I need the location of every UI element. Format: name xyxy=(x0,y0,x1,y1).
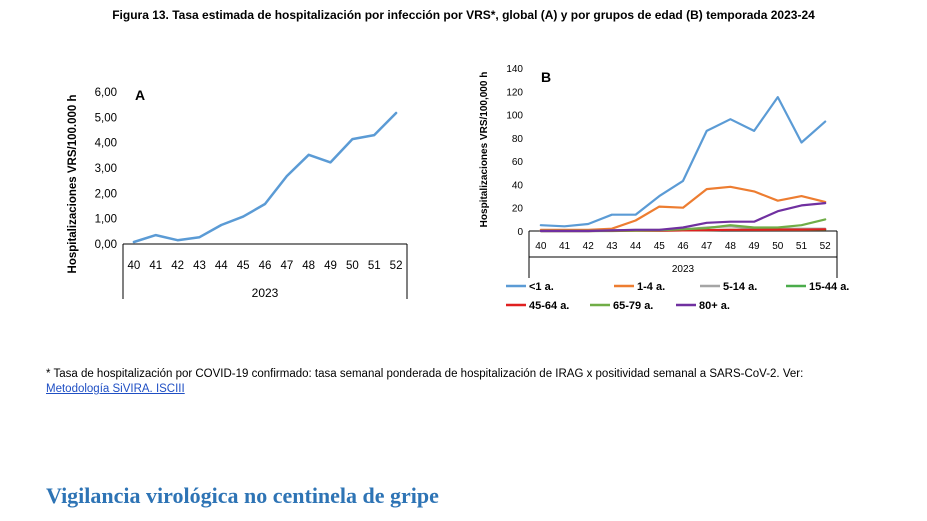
panel-a-x-tick-label: 44 xyxy=(215,260,228,272)
panel-b-y-tick-label: 100 xyxy=(506,111,523,122)
panel-a-x-tick-label: 52 xyxy=(390,260,403,272)
panel-a-panel-label: A xyxy=(135,87,145,103)
panel-a-y-tick-label: 0,00 xyxy=(95,239,117,251)
panel-b-x-tick-label: 44 xyxy=(630,241,642,252)
panel-a-y-tick-label: 6,00 xyxy=(95,87,117,99)
panel-a-x-tick-label: 46 xyxy=(259,260,272,272)
panel-a-y-tick-label: 2,00 xyxy=(95,188,117,200)
footnote-text: * Tasa de hospitalización por COVID-19 c… xyxy=(46,368,804,380)
legend-label-1: <1 a. xyxy=(529,281,554,293)
panel-b-x-tick-label: 45 xyxy=(654,241,666,252)
panel-b-x-tick-label: 41 xyxy=(559,241,571,252)
panel-a-y-tick-label: 3,00 xyxy=(95,163,117,175)
legend-label-2: 1-4 a. xyxy=(637,281,665,293)
panel-b-y-tick-label: 140 xyxy=(506,64,523,75)
panel-b-x-tick-label: 43 xyxy=(606,241,618,252)
panel-a-y-tick-label: 5,00 xyxy=(95,112,117,124)
panel-b-x-tick-label: 52 xyxy=(820,241,832,252)
panel-b-x-tick-label: 51 xyxy=(796,241,808,252)
legend-label-7: 80+ a. xyxy=(699,300,730,312)
legend-label-4: 15-44 a. xyxy=(809,281,849,293)
panel-b-x-tick-label: 46 xyxy=(677,241,689,252)
panel-a-series-line-1 xyxy=(132,111,398,244)
figure-charts: 0,00 1,00 2,00 3,00 4,00 5,00 6,00 Hospitalizac… xyxy=(67,64,849,312)
panel-b-panel-label: B xyxy=(541,69,551,85)
panel-a-category-group-label: 2023 xyxy=(252,286,279,300)
panel-b-x-tick-label: 47 xyxy=(701,241,713,252)
panel-b-x-tick-label: 48 xyxy=(725,241,737,252)
panel-b-category-group-label: 2023 xyxy=(672,264,695,275)
panel-b-x-tick-label: 50 xyxy=(772,241,784,252)
panel-a-x-tick-label: 50 xyxy=(346,260,359,272)
methodology-link[interactable]: Metodología SiVIRA. ISCIII xyxy=(46,383,185,395)
panel-b-x-tick-label: 42 xyxy=(583,241,595,252)
panel-b-y-axis-label: Hospitalizaciones VRS/100,000 h xyxy=(479,72,490,228)
panel-a-x-tick-label: 48 xyxy=(302,260,315,272)
panel-b-series-line-2 xyxy=(539,185,827,231)
panel-a-x-tick-label: 45 xyxy=(237,260,250,272)
panel-a-x-tick-label: 43 xyxy=(193,260,206,272)
panel-b-chart: 0 20 40 60 80 100 120 140 Hospitalizaciones VRS/… xyxy=(479,64,849,312)
panel-a-y-axis-label: Hospitalizaciones VRS/100.000 h xyxy=(67,95,79,274)
panel-a-x-tick-label: 49 xyxy=(324,260,337,272)
legend-label-5: 45-64 a. xyxy=(529,300,569,312)
panel-a-x-tick-label: 40 xyxy=(128,260,141,272)
panel-b-y-tick-label: 40 xyxy=(512,180,524,191)
panel-a-chart: 0,00 1,00 2,00 3,00 4,00 5,00 6,00 Hospitalizac… xyxy=(67,87,408,300)
panel-b-y-tick-label: 20 xyxy=(512,204,524,215)
panel-a-x-tick-label: 51 xyxy=(368,260,381,272)
panel-b-y-tick-label: 120 xyxy=(506,87,523,98)
section-heading: Vigilancia virológica no centinela de gr… xyxy=(46,483,439,508)
panel-a-x-tick-label: 42 xyxy=(171,260,184,272)
panel-b-x-tick-label: 49 xyxy=(749,241,761,252)
panel-a-y-tick-label: 1,00 xyxy=(95,214,117,226)
panel-b-y-tick-label: 80 xyxy=(512,134,524,145)
panel-b-x-tick-label: 40 xyxy=(535,241,547,252)
panel-b-series-line-1 xyxy=(539,95,827,228)
panel-a-y-tick-label: 4,00 xyxy=(95,138,117,150)
panel-b-series-line-7 xyxy=(539,202,827,233)
panel-b-y-tick-label: 0 xyxy=(517,227,523,238)
legend-label-3: 5-14 a. xyxy=(723,281,757,293)
panel-a-x-tick-label: 41 xyxy=(149,260,162,272)
footnote: * Tasa de hospitalización por COVID-19 c… xyxy=(46,367,886,397)
panel-b-y-tick-label: 60 xyxy=(512,157,524,168)
legend-label-6: 65-79 a. xyxy=(613,300,653,312)
panel-a-x-tick-label: 47 xyxy=(280,260,293,272)
figure-title: Figura 13. Tasa estimada de hospitalizac… xyxy=(112,8,815,22)
